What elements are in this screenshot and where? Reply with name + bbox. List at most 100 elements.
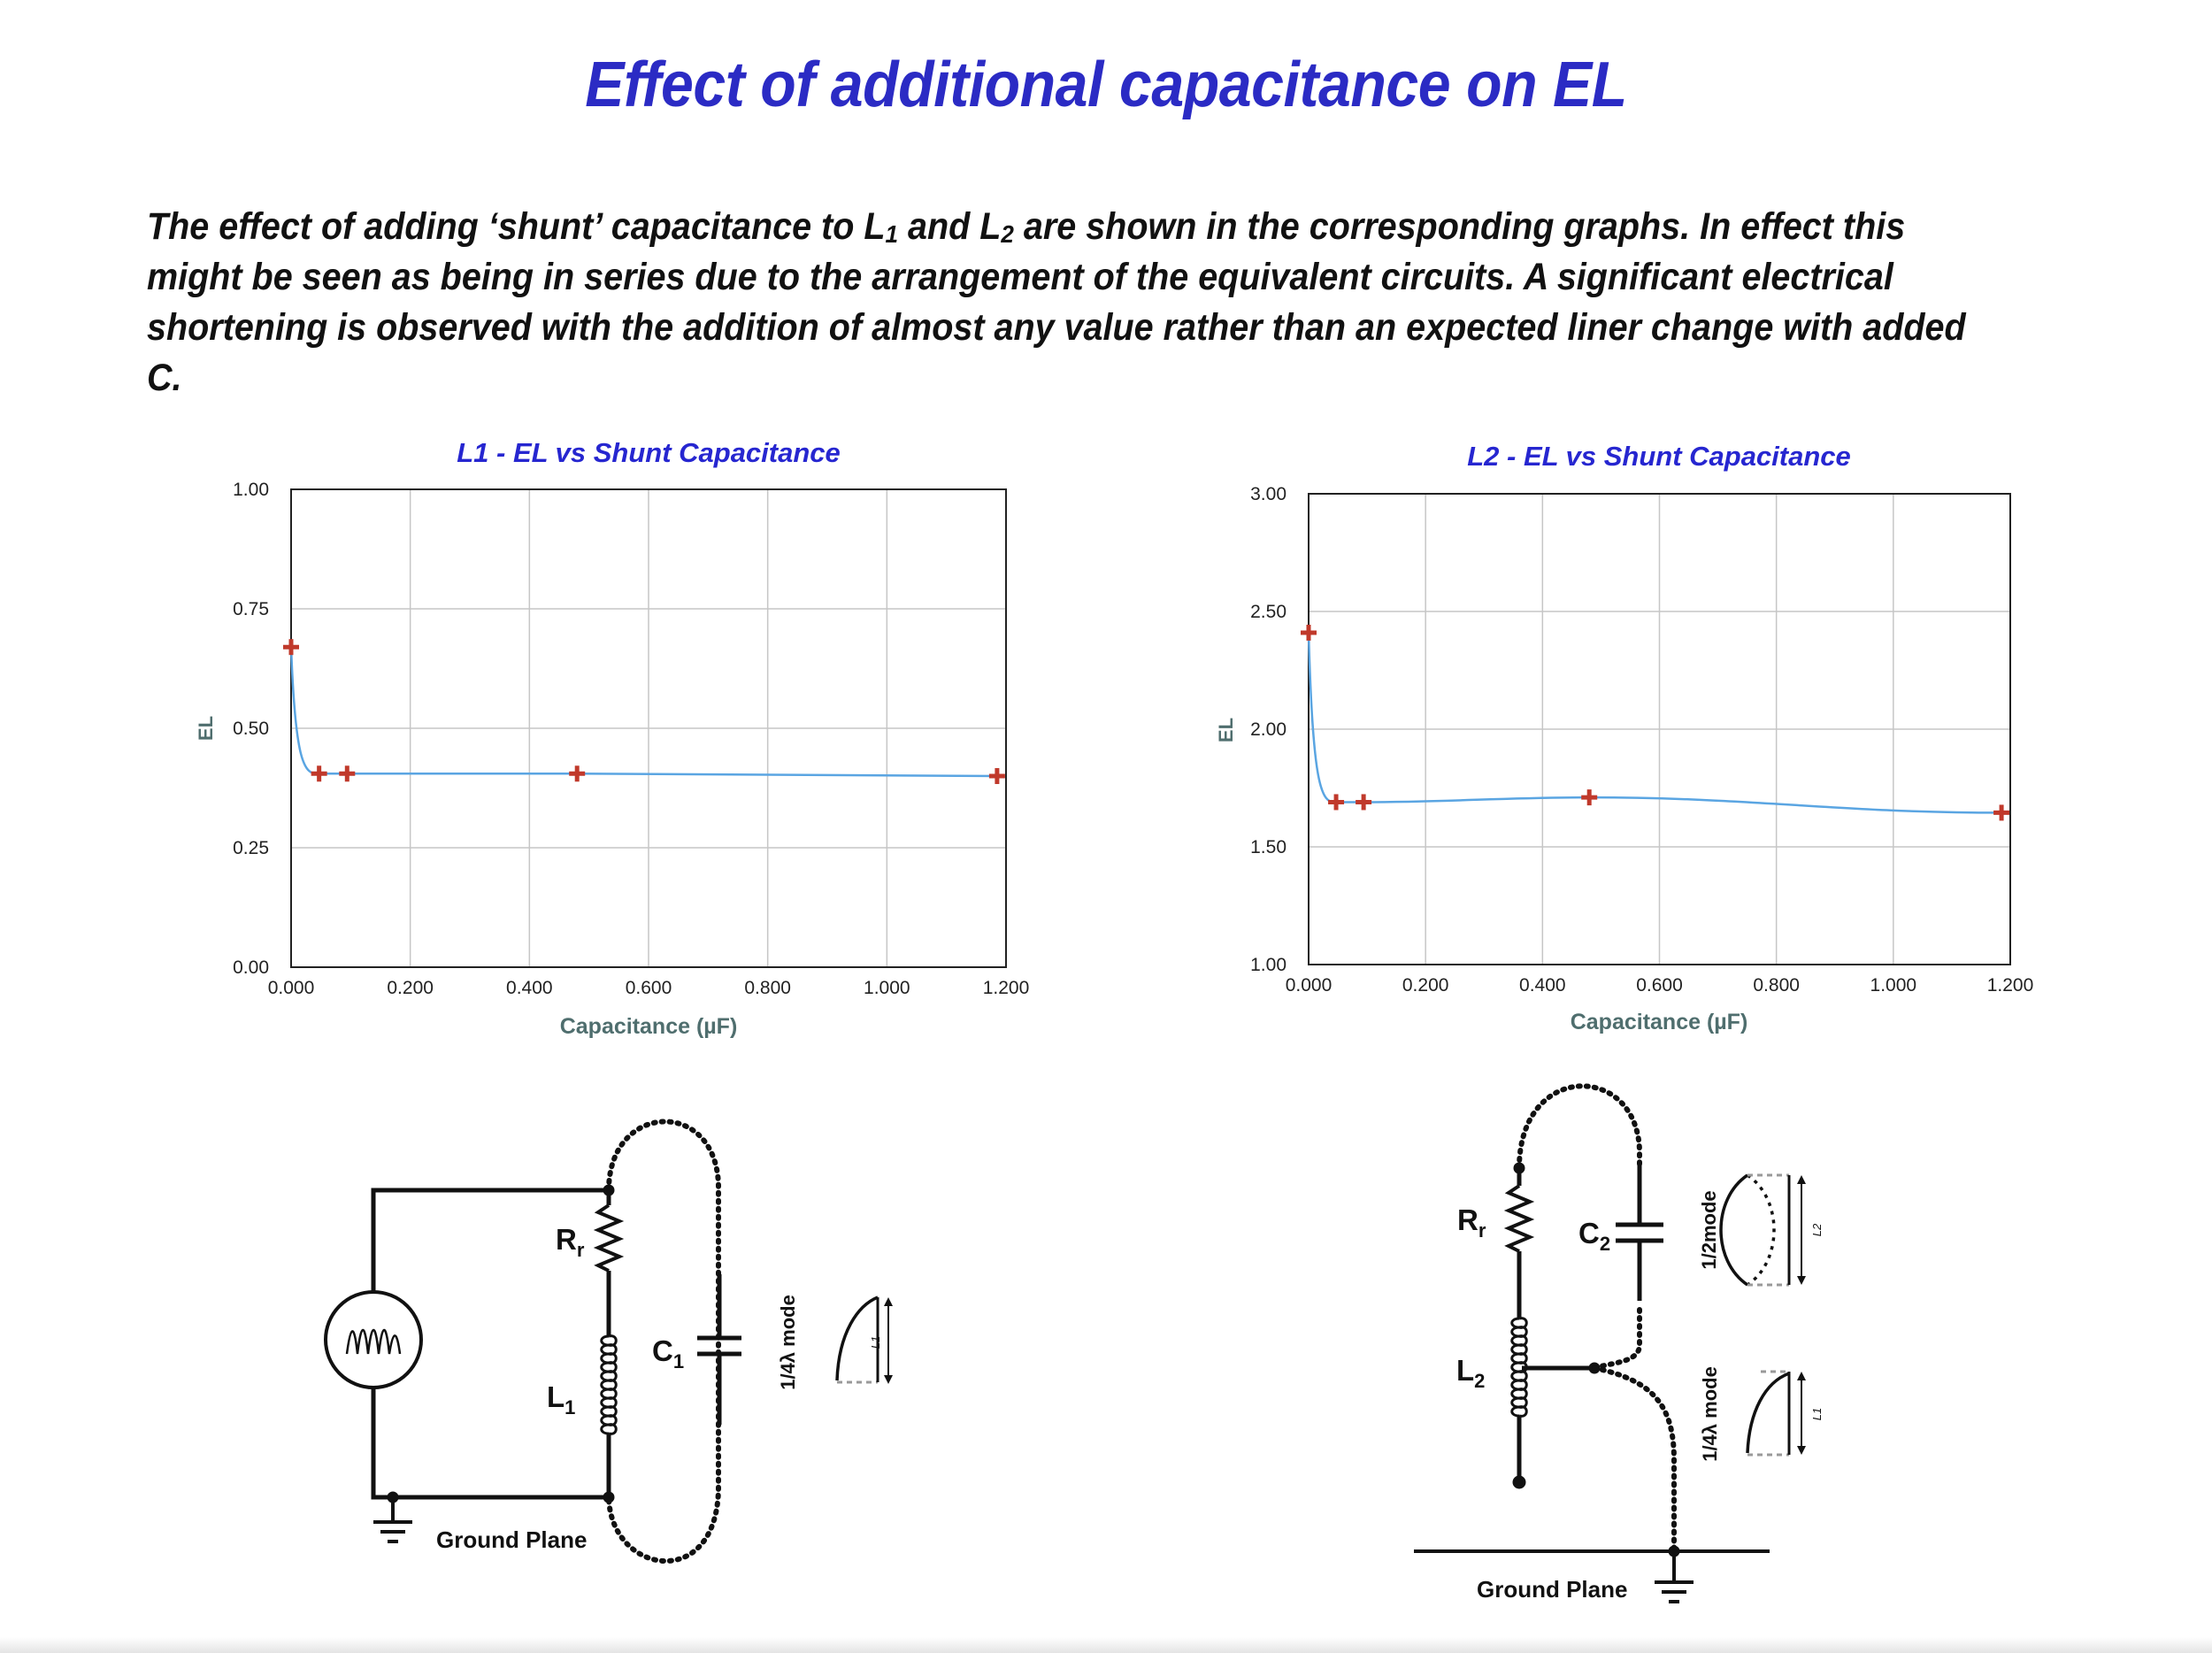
chart-l2-x-tick-label: 1.200: [1987, 975, 2034, 996]
chart-l1-data-point: [569, 765, 586, 782]
chart-l2-y-tick-label: 1.00: [1250, 955, 1286, 975]
resistor-label-text: R: [1457, 1203, 1479, 1236]
chart-l2-x-tick-label: 0.400: [1519, 975, 1566, 996]
ac-source-icon: [324, 1290, 423, 1389]
chart-l1-x-tick-label: 0.400: [506, 978, 553, 998]
field-loop-top-dotted: [1517, 1083, 1642, 1171]
wire-bottom: [371, 1377, 609, 1500]
ground-plane-label: Ground Plane: [1477, 1576, 1627, 1603]
chart-l1: L1 - EL vs Shunt Capacitance 0.00 0.25 0.5…: [195, 437, 1029, 1039]
chart-l1-y-tick-label: 0.00: [233, 957, 269, 978]
resistor-label-sub: r: [577, 1239, 585, 1261]
field-loop-dotted: [606, 1119, 721, 1564]
circuit-l2-diagram: Rr L2 C2 1/2mode 1/4λ mode L2 L1 Ground …: [1414, 1083, 1824, 1603]
arrow-head-3: [1797, 1372, 1806, 1380]
resistor-label-sub: r: [1479, 1219, 1486, 1242]
inductor-label-text: L: [1456, 1354, 1474, 1387]
inductor-label-text: L: [547, 1380, 565, 1413]
page-bottom-edge: [0, 1637, 2212, 1653]
quarter-wave-curve-icon: [835, 1295, 879, 1381]
chart-l1-x-tick-label: 0.800: [744, 978, 791, 998]
chart-l1-grid: [291, 489, 1006, 967]
capacitor-label-sub: 2: [1600, 1233, 1610, 1255]
chart-l1-y-tick-label: 0.75: [233, 599, 269, 619]
inductor-label: L1: [547, 1380, 575, 1419]
mode-bottom-label: 1/4λ mode: [1699, 1366, 1721, 1462]
chart-l1-x-axis-label: Capacitance (µF): [560, 1014, 738, 1039]
capacitor-label-text: C: [1578, 1217, 1600, 1249]
intro-sub-2: 2: [1001, 220, 1014, 248]
chart-l1-y-tick-label: 1.00: [233, 480, 269, 500]
chart-l2-data-point: [1301, 624, 1317, 641]
chart-l1-data-point: [311, 765, 327, 782]
chart-l1-y-tick-labels: 0.00 0.25 0.50 0.75 1.00: [233, 480, 269, 978]
inductor-coil-icon: [600, 1334, 618, 1435]
terminal-bottom: [1512, 1475, 1526, 1489]
chart-l2-x-tick-labels: 0.000 0.200 0.400 0.600 0.800 1.000 1.200: [1286, 975, 2034, 996]
chart-l2-x-tick-label: 0.600: [1636, 975, 1683, 996]
chart-l1-series: [283, 639, 1005, 784]
chart-l2-data-point: [1993, 804, 2010, 821]
intro-text-2: and L: [898, 206, 1002, 248]
chart-l2-series: [1301, 624, 2010, 821]
inductor-label-sub: 1: [565, 1396, 575, 1419]
length-top-label: L2: [1810, 1223, 1824, 1236]
wire-top: [371, 1188, 609, 1303]
arrow-head-top: [884, 1297, 893, 1306]
half-wave-curve-icon: [1719, 1173, 1748, 1287]
chart-l2-x-tick-label: 0.800: [1753, 975, 1800, 996]
chart-l1-plot-area: [290, 488, 1007, 968]
resistor-icon: [593, 1203, 625, 1272]
chart-l1-x-tick-label: 0.000: [268, 978, 315, 998]
half-wave-curve-dotted: [1747, 1173, 1776, 1287]
chart-l2-x-axis-label: Capacitance (µF): [1571, 1010, 1748, 1034]
chart-l2-data-point: [1328, 794, 1345, 811]
chart-l2-data-point: [1581, 789, 1598, 806]
resistor-label: Rr: [556, 1223, 585, 1261]
chart-l2-title: L2 - EL vs Shunt Capacitance: [1467, 441, 1851, 472]
chart-l2-series-line: [1307, 632, 2002, 814]
chart-l1-series-line: [289, 647, 997, 778]
mode-top-label: 1/2mode: [1698, 1190, 1720, 1269]
chart-l1-data-point: [988, 768, 1005, 784]
chart-l2-y-tick-label: 2.00: [1250, 719, 1286, 740]
chart-l2-x-tick-label: 0.200: [1402, 975, 1449, 996]
chart-l2-y-tick-label: 3.00: [1250, 484, 1286, 504]
intro-text-1: The effect of adding ‘shunt’ capacitance…: [147, 206, 886, 248]
arrow-head-1: [1797, 1175, 1806, 1184]
chart-l2: L2 - EL vs Shunt Capacitance 1.00 1.50 2.0…: [1215, 441, 2033, 1034]
circuit-l1-diagram: Rr L1 C1 1/4λ mode L1 Ground Plane: [324, 1119, 893, 1564]
inductor-label-sub: 2: [1474, 1370, 1485, 1392]
field-path-mid-dotted: [1592, 1307, 1642, 1371]
chart-l1-x-tick-label: 0.600: [626, 978, 672, 998]
chart-l1-x-tick-labels: 0.000 0.200 0.400 0.600 0.800 1.000 1.200: [268, 978, 1030, 998]
length-label: L1: [869, 1336, 882, 1349]
sine-wave-icon: [345, 1328, 402, 1355]
chart-l1-data-point: [283, 639, 299, 656]
chart-l2-x-tick-label: 0.000: [1286, 975, 1333, 996]
resistor-label-text: R: [556, 1223, 577, 1256]
capacitor-label: C2: [1578, 1217, 1610, 1255]
page-title: Effect of additional capacitance on EL: [585, 50, 1627, 120]
capacitor-label: C1: [652, 1334, 684, 1372]
chart-l2-data-point: [1356, 794, 1372, 811]
mode-label: 1/4λ mode: [777, 1295, 799, 1390]
intro-sub-1: 1: [885, 220, 899, 248]
chart-l1-x-tick-label: 1.000: [864, 978, 910, 998]
chart-l2-y-axis-label: EL: [1215, 718, 1237, 742]
chart-l1-data-point: [339, 765, 356, 782]
inductor-label: L2: [1456, 1354, 1485, 1392]
chart-l2-y-tick-labels: 1.00 1.50 2.00 2.50 3.00: [1250, 484, 1286, 975]
ground-plane-label: Ground Plane: [436, 1526, 587, 1553]
chart-l2-plot-area: [1308, 493, 2011, 965]
chart-l1-y-axis-label: EL: [195, 716, 217, 741]
capacitor-label-text: C: [652, 1334, 673, 1367]
intro-paragraph: The effect of adding ‘shunt’ capacitance…: [147, 202, 1974, 404]
chart-l1-x-tick-label: 0.200: [387, 978, 434, 998]
resistor-label: Rr: [1457, 1203, 1486, 1242]
field-path-ground-dotted: [1592, 1365, 1677, 1553]
length-bottom-label: L1: [1810, 1408, 1824, 1420]
intro-text-3: are shown in the corresponding graphs. I…: [147, 206, 1966, 399]
chart-l1-title: L1 - EL vs Shunt Capacitance: [457, 437, 841, 468]
